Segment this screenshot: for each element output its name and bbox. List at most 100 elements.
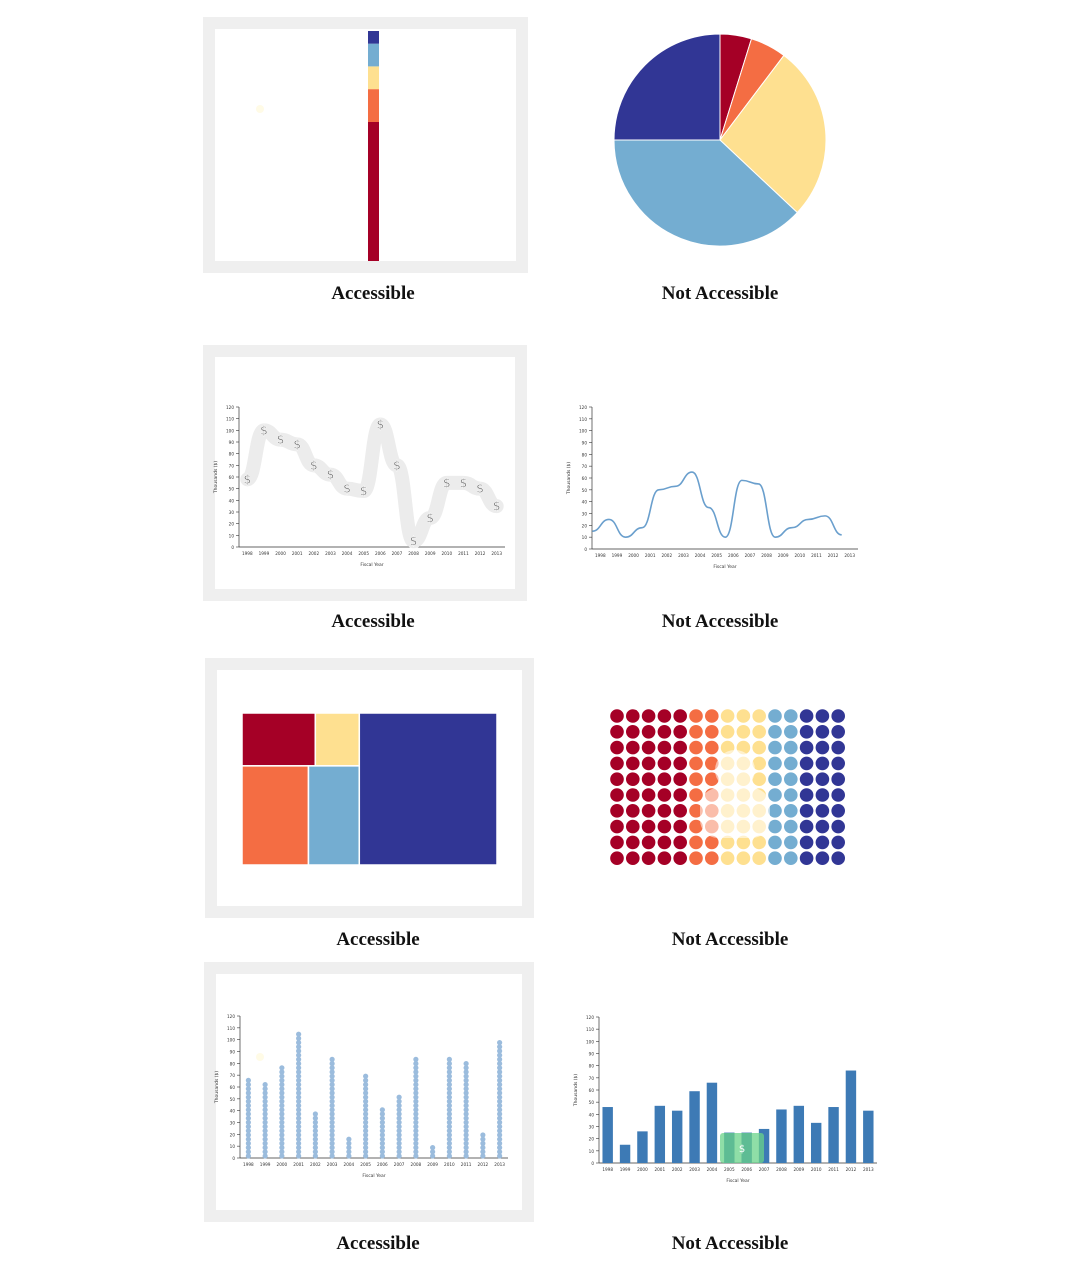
dot-column-y-tick-label: 70 [230,1073,236,1078]
dot-column-dot [497,1090,503,1096]
dot-column-dot [262,1124,268,1130]
dot-column-dot [497,1069,503,1075]
grid-dot [673,788,687,802]
dot-column-dot [279,1069,285,1075]
grid-dot [657,709,672,723]
grid-dot [657,756,672,771]
dot-column-dot [245,1128,251,1134]
dot-column-x-tick-label: 1999 [260,1162,271,1167]
dot-column-dot [446,1145,452,1151]
dot-column-dot [329,1153,335,1159]
dot-column-dot [480,1140,486,1146]
dot-column-dot [329,1149,335,1155]
grid-dot [641,804,656,818]
dot-column-dot [312,1140,318,1146]
bar-chart-x-tick-label: 2006 [741,1167,752,1172]
bar-chart-x-tick-label: 2005 [724,1167,735,1172]
caption-row4-right: Not Accessible [671,1233,789,1254]
grid-dot [799,851,814,865]
dot-column-dot [279,1077,285,1083]
grid-dot [626,804,640,818]
dot-column-dot [413,1094,419,1100]
dollar-line-y-tick-label: 30 [229,510,235,515]
grid-dot [705,835,719,850]
dot-column-dot [413,1124,419,1130]
dot-column-dot [413,1065,419,1071]
dot-column-x-tick-label: 2009 [427,1162,438,1167]
dot-column-dot [279,1094,285,1100]
dot-column-dot [296,1086,302,1092]
dot-column-dot [279,1082,285,1088]
grid-dot [768,725,782,739]
grid-dot [784,756,798,771]
dot-column-dot [413,1115,419,1121]
stacked-bar-segment-3 [368,66,379,90]
overlay-icon-head [715,750,755,790]
dollar-line-x-tick-label: 2007 [392,551,403,556]
dot-column-dot [396,1153,402,1159]
grid-dot [752,756,766,771]
dot-column-dot [312,1111,318,1117]
dot-column-dot [279,1128,285,1134]
dot-column-dot [413,1111,419,1117]
grid-dot [720,709,735,723]
dot-column-dot [363,1086,369,1092]
smooth-line-x-tick-label: 2009 [778,553,789,558]
dot-column-dot [363,1107,369,1113]
dot-column-dot [497,1149,503,1155]
grid-dot [768,756,782,771]
smooth-line-y-tick-label: 120 [579,405,587,410]
dot-column-dot [396,1119,402,1125]
grid-dot [768,740,782,755]
dot-column-dot [245,1115,251,1121]
dollar-line-x-tick-label: 2008 [408,551,419,556]
dot-column-dot [329,1086,335,1092]
dot-column-x-tick-label: 2001 [293,1162,304,1167]
grid-dot [673,819,687,834]
dot-column-dot [413,1136,419,1142]
dot-column-dot [497,1086,503,1092]
dot-column-dot [396,1149,402,1155]
dot-column-dot [296,1052,302,1058]
dot-column-dot [446,1140,452,1146]
dot-column-dot [497,1136,503,1142]
treemap-cell-5 [358,712,498,866]
dollar-sign-marker: $ [443,476,451,490]
dot-column-dot [363,1145,369,1151]
grid-dot [689,804,703,818]
dot-column-dot [329,1077,335,1083]
stacked-bar-segment-2 [368,89,379,122]
dot-column-dot [363,1090,369,1096]
dot-column-dot [497,1052,503,1058]
dot-column-dot [312,1132,318,1138]
grid-dot [720,725,735,739]
grid-dot [831,835,845,850]
smooth-line-x-axis-label: Fiscal Year [713,564,736,570]
dot-column-dot [262,1094,268,1100]
dot-column-dot [396,1098,402,1104]
smooth-line-y-tick-label: 30 [582,512,588,517]
dollar-sign-marker: $ [360,484,368,498]
dot-column-x-tick-label: 1998 [243,1162,254,1167]
dot-column-dot [463,1136,469,1142]
bar-chart-x-tick-label: 2009 [793,1167,804,1172]
dot-column-y-tick-label: 0 [232,1156,235,1161]
grid-dot [705,709,719,723]
dollar-line-x-tick-label: 2000 [275,551,286,556]
dot-column-dot [296,1065,302,1071]
grid-dot [815,819,830,834]
dot-column-dot [363,1124,369,1130]
dollar-sign-marker: $ [376,418,384,432]
smooth-line-x-tick-label: 2010 [794,553,805,558]
grid-dot [815,788,830,802]
bar [776,1109,787,1163]
bar-chart-x-tick-label: 1998 [602,1167,613,1172]
dot-column-dot [463,1103,469,1109]
grid-dot [768,851,782,865]
grid-dot [689,788,703,802]
grid-dot [689,740,703,755]
grid-dot [784,740,798,755]
stacked-bar-segment-4 [368,43,379,67]
dot-column-dot [379,1140,385,1146]
overlay-icon-body [700,788,770,838]
